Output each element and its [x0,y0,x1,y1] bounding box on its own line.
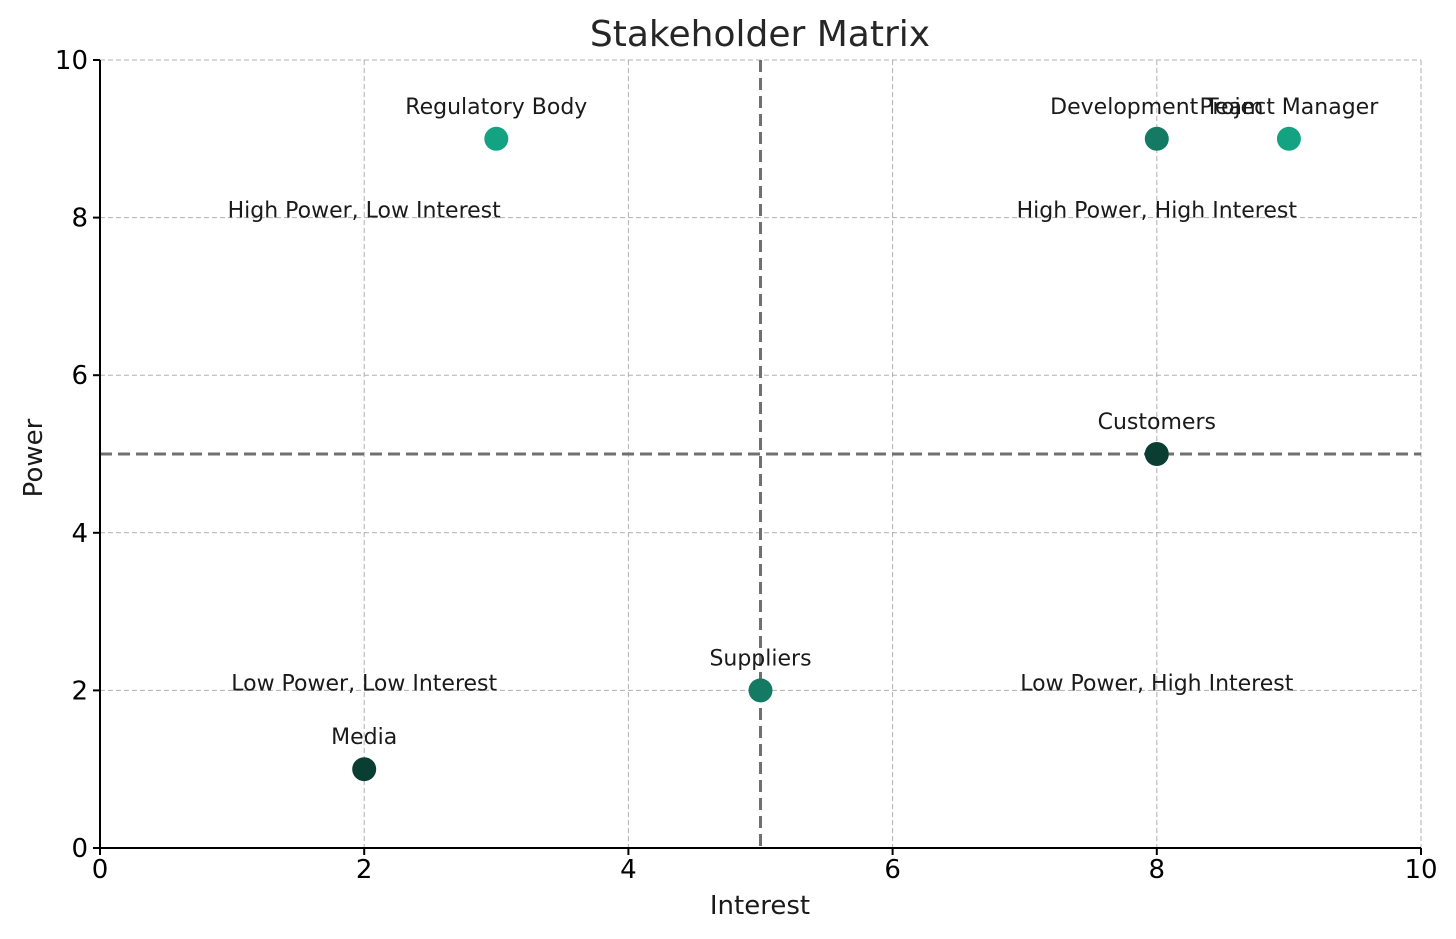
quadrant-dividers [100,60,1421,848]
y-tick-label: 6 [71,361,88,391]
y-tick-label: 8 [71,204,88,234]
data-point [484,126,509,151]
data-point [1144,126,1169,151]
data-point [1276,126,1301,151]
y-tick-label: 10 [55,46,88,76]
quadrant-label: High Power, Low Interest [228,199,502,224]
point-label: Regulatory Body [405,95,587,120]
axes-spines [99,60,1421,849]
quadrant-label: Low Power, Low Interest [231,671,497,696]
quadrant-label: High Power, High Interest [1017,199,1298,224]
quadrant-label: Low Power, High Interest [1020,671,1294,696]
point-label: Customers [1098,410,1216,435]
x-tick-label: 6 [884,855,901,885]
quadrant-labels: High Power, High Interest High Power, Low… [228,199,1298,697]
data-point [748,678,773,703]
x-tick-label: 8 [1149,855,1166,885]
y-tick-label: 0 [71,834,88,864]
x-tick-label: 2 [356,855,373,885]
point-label: Suppliers [709,646,811,671]
data-point [352,757,377,782]
point-label: Media [331,725,397,750]
data-points [352,126,1301,782]
y-axis-label: Power [19,418,49,497]
x-axis-label: Interest [710,891,810,921]
x-tick-label: 4 [620,855,637,885]
x-tick-label: 0 [92,855,109,885]
y-tick-label: 4 [71,519,88,549]
y-tick-label: 2 [71,676,88,706]
point-label: Development Team [1050,95,1263,120]
x-tick-label: 10 [1404,855,1437,885]
y-axis-ticks: 0 2 4 6 8 10 [55,46,100,864]
point-label: Project Manager [1200,95,1380,120]
chart-title: Stakeholder Matrix [590,14,930,55]
data-point [1144,442,1169,466]
x-axis-ticks: 0 2 4 6 8 10 [92,848,1438,885]
